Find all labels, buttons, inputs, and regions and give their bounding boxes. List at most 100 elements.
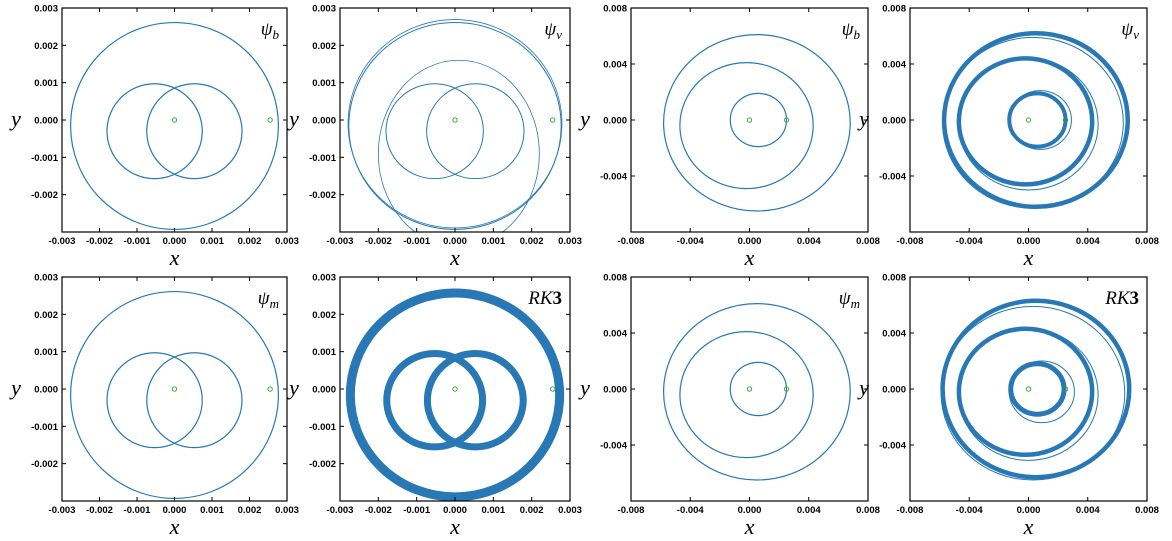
y-axis-label: y [9,375,21,400]
y-tick-label: 0.000 [882,385,906,396]
x-tick-label: -0.003 [327,505,354,516]
x-tick-label: 0.003 [558,505,582,516]
body-marker-2 [1062,117,1069,123]
trajectory-loop-2 [347,19,563,229]
body-marker-2 [1062,386,1069,392]
x-tick-label: 0.002 [238,505,262,516]
body-marker-2 [267,386,273,392]
x-tick-label: -0.002 [365,236,392,247]
panel-label-main: ψ [1121,19,1134,40]
x-tick-label: 0.001 [481,505,505,516]
body-marker-1 [746,386,753,392]
x-tick-label: -0.008 [618,505,645,516]
x-tick-label: 0.000 [1017,505,1041,516]
x-tick-label: 0.001 [481,236,505,247]
panel-5: -0.003 -0.002 -0.001 0.000 0.001 0.002 0.003 0.… [9,273,299,540]
x-tick-label: 0.002 [238,236,262,247]
panel-8: -0.008 -0.004 0.000 0.004 0.008 0.008 0.004 0.0… [857,273,1159,540]
y-axis-label: y [857,106,869,131]
x-tick-label: 0.000 [443,505,467,516]
panel-1: -0.003 -0.002 -0.001 0.000 0.001 0.002 0.003 0.… [9,4,299,271]
panel-label-subscript: m [851,296,860,311]
x-axis-label: x [449,245,460,270]
plot-area [70,290,279,499]
x-tick-label: -0.001 [403,236,431,247]
axes-frame [339,7,571,233]
y-tick-label: -0.002 [309,459,336,470]
y-tick-label: -0.004 [879,441,907,452]
trajectory-loop-2 [383,350,487,451]
y-tick-label: 0.008 [882,273,906,284]
body-marker-1 [746,117,753,123]
y-tick-label: 0.002 [34,310,58,321]
trajectory-loop-3 [385,83,484,180]
trajectory-loop-3 [956,56,1095,187]
x-tick-label: -0.002 [86,505,113,516]
trajectory-loop-2 [940,305,1126,481]
panel-label-subscript: m [270,296,279,311]
y-tick-label: 0.004 [882,60,906,71]
y-tick-label: 0.004 [603,60,627,71]
y-axis-label: y [857,375,869,400]
x-tick-label: 0.000 [738,505,762,516]
x-tick-label: 0.008 [856,505,880,516]
y-tick-label: 0.002 [34,41,58,52]
x-tick-label: -0.001 [124,236,152,247]
plot-area [662,302,851,481]
x-axis-label: x [1023,245,1034,270]
x-tick-label: 0.004 [797,236,821,247]
y-tick-label: -0.002 [31,459,58,470]
trajectory-loop-4 [958,57,1099,191]
x-axis-label: x [744,514,755,539]
y-tick-label: 0.000 [34,116,58,127]
plot-area [347,19,563,232]
panel-label-main: RK [527,288,554,309]
panel-label: ψm [258,288,279,311]
panel-label: ψv [544,19,562,42]
x-tick-label: -0.004 [956,505,984,516]
trajectory-loop-2 [106,352,203,449]
x-tick-label: -0.002 [365,505,392,516]
panel-label: RK3 [1104,288,1139,309]
y-tick-label: 0.001 [312,347,336,358]
y-axis-label: y [287,375,299,400]
y-tick-label: -0.002 [309,190,336,201]
panel-label-main: ψ [544,19,557,40]
trajectory-loop-5 [377,59,540,232]
y-tick-label: 0.001 [312,78,336,89]
x-tick-label: -0.001 [403,505,431,516]
y-tick-label: 0.004 [882,329,906,340]
panel-label-main: RK [1104,288,1131,309]
panel-label: RK3 [527,288,562,309]
y-tick-label: 0.000 [312,385,336,396]
x-tick-label: 0.008 [1135,505,1159,516]
trajectory-loop-2 [942,36,1124,209]
x-tick-label: -0.004 [677,236,705,247]
x-tick-label: 0.000 [163,236,187,247]
x-tick-label: 0.000 [443,236,467,247]
trajectory-loop-4 [958,328,1099,461]
panel-label-main: ψ [258,288,271,309]
panel-2: -0.003 -0.002 -0.001 0.000 0.001 0.002 0.003 0.… [287,4,582,271]
panel-7: -0.008 -0.004 0.000 0.004 0.008 0.008 0.004 0.0… [578,273,880,540]
x-axis-label: x [169,514,180,539]
x-tick-label: -0.003 [49,505,76,516]
y-tick-label: -0.001 [31,422,59,433]
x-tick-label: 0.002 [520,236,544,247]
panel-label-subscript: b [854,27,861,42]
x-tick-label: 0.004 [1076,236,1100,247]
trajectory-loop-6 [1008,360,1075,424]
x-tick-label: 0.000 [1017,236,1041,247]
trajectory-loop-4 [426,83,525,180]
x-tick-label: -0.004 [677,505,705,516]
x-axis-label: x [449,514,460,539]
body-marker-2 [783,386,790,392]
y-tick-label: 0.001 [34,347,58,358]
y-tick-label: -0.001 [309,153,337,164]
trajectory-loop-2 [106,83,203,180]
trajectory-loop-1 [941,30,1130,210]
panel-label-main: ψ [839,288,852,309]
panel-label: ψb [842,19,861,42]
y-axis-label: y [578,375,590,400]
